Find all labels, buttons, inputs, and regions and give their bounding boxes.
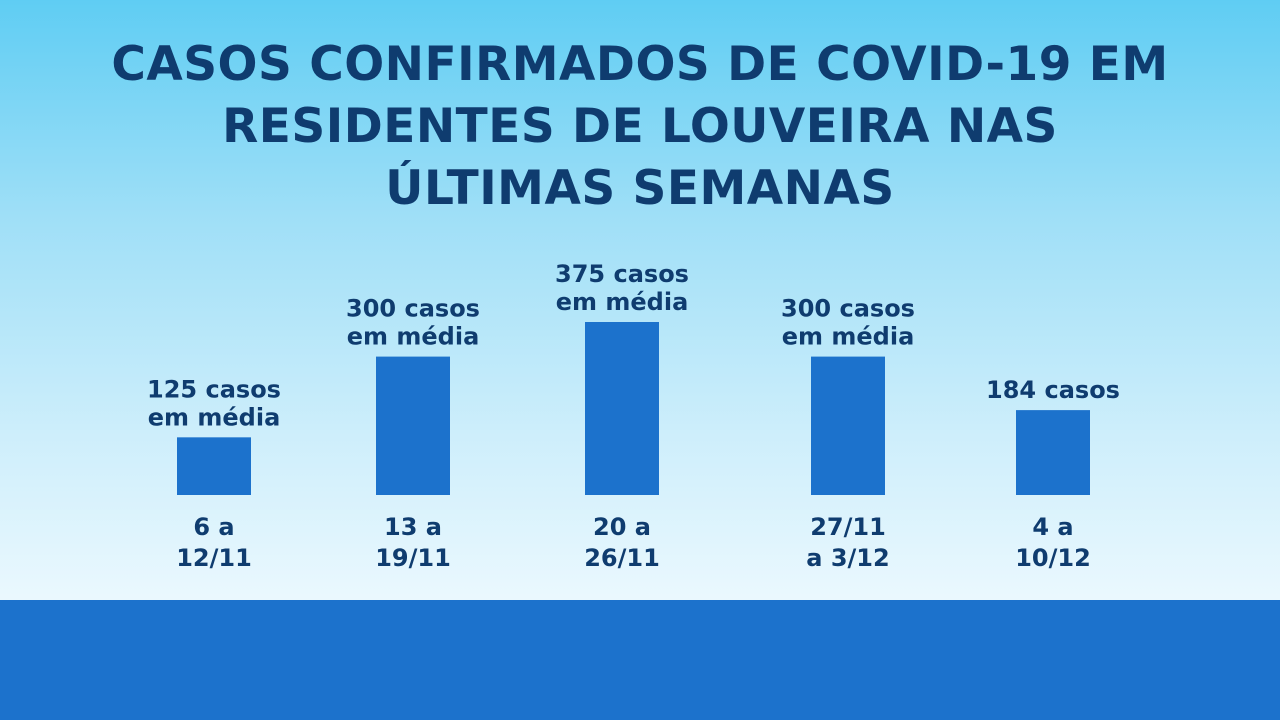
data-label-2: 300 casos em média [346, 295, 480, 351]
category-label-line: 19/11 [375, 544, 451, 572]
data-label-5: 184 casos [986, 376, 1120, 404]
data-label-line: 375 casos [555, 260, 689, 288]
bar-3 [585, 322, 659, 495]
category-label-line: 10/12 [1015, 544, 1091, 572]
category-label-4: 27/11 a 3/12 [806, 513, 889, 572]
data-label-line: 300 casos [781, 295, 915, 323]
category-label-line: 12/11 [176, 544, 252, 572]
bar-4 [811, 356, 885, 495]
chart-title: CASOS CONFIRMADOS DE COVID-19 EM RESIDEN… [40, 34, 1240, 220]
data-label-line: em média [556, 288, 689, 316]
data-label-line: 184 casos [986, 376, 1120, 404]
category-label-5: 4 a 10/12 [1015, 513, 1091, 572]
data-label-1: 125 casos em média [147, 375, 281, 431]
data-label-line: em média [347, 323, 480, 351]
category-label-line: 26/11 [584, 544, 660, 572]
data-label-line: 125 casos [147, 375, 281, 403]
data-label-line: em média [782, 323, 915, 351]
category-label-line: 6 a [193, 513, 234, 541]
category-label-line: 4 a [1032, 513, 1073, 541]
title-line-3: ÚLTIMAS SEMANAS [385, 161, 895, 216]
data-label-line: em média [148, 403, 281, 431]
title-line-1: CASOS CONFIRMADOS DE COVID-19 EM [111, 37, 1169, 92]
category-label-3: 20 a 26/11 [584, 513, 660, 572]
data-label-line: 300 casos [346, 295, 480, 323]
bar-5 [1016, 410, 1090, 495]
data-label-4: 300 casos em média [781, 295, 915, 351]
category-label-1: 6 a 12/11 [176, 513, 252, 572]
data-label-3: 375 casos em média [555, 260, 689, 316]
category-label-line: 13 a [384, 513, 442, 541]
bar-1 [177, 437, 251, 495]
category-label-line: 20 a [593, 513, 651, 541]
bar-2 [376, 356, 450, 495]
category-label-line: 27/11 [810, 513, 886, 541]
title-line-2: RESIDENTES DE LOUVEIRA NAS [222, 99, 1058, 154]
footer-band [0, 600, 1280, 720]
category-label-line: a 3/12 [806, 544, 889, 572]
category-label-2: 13 a 19/11 [375, 513, 451, 572]
